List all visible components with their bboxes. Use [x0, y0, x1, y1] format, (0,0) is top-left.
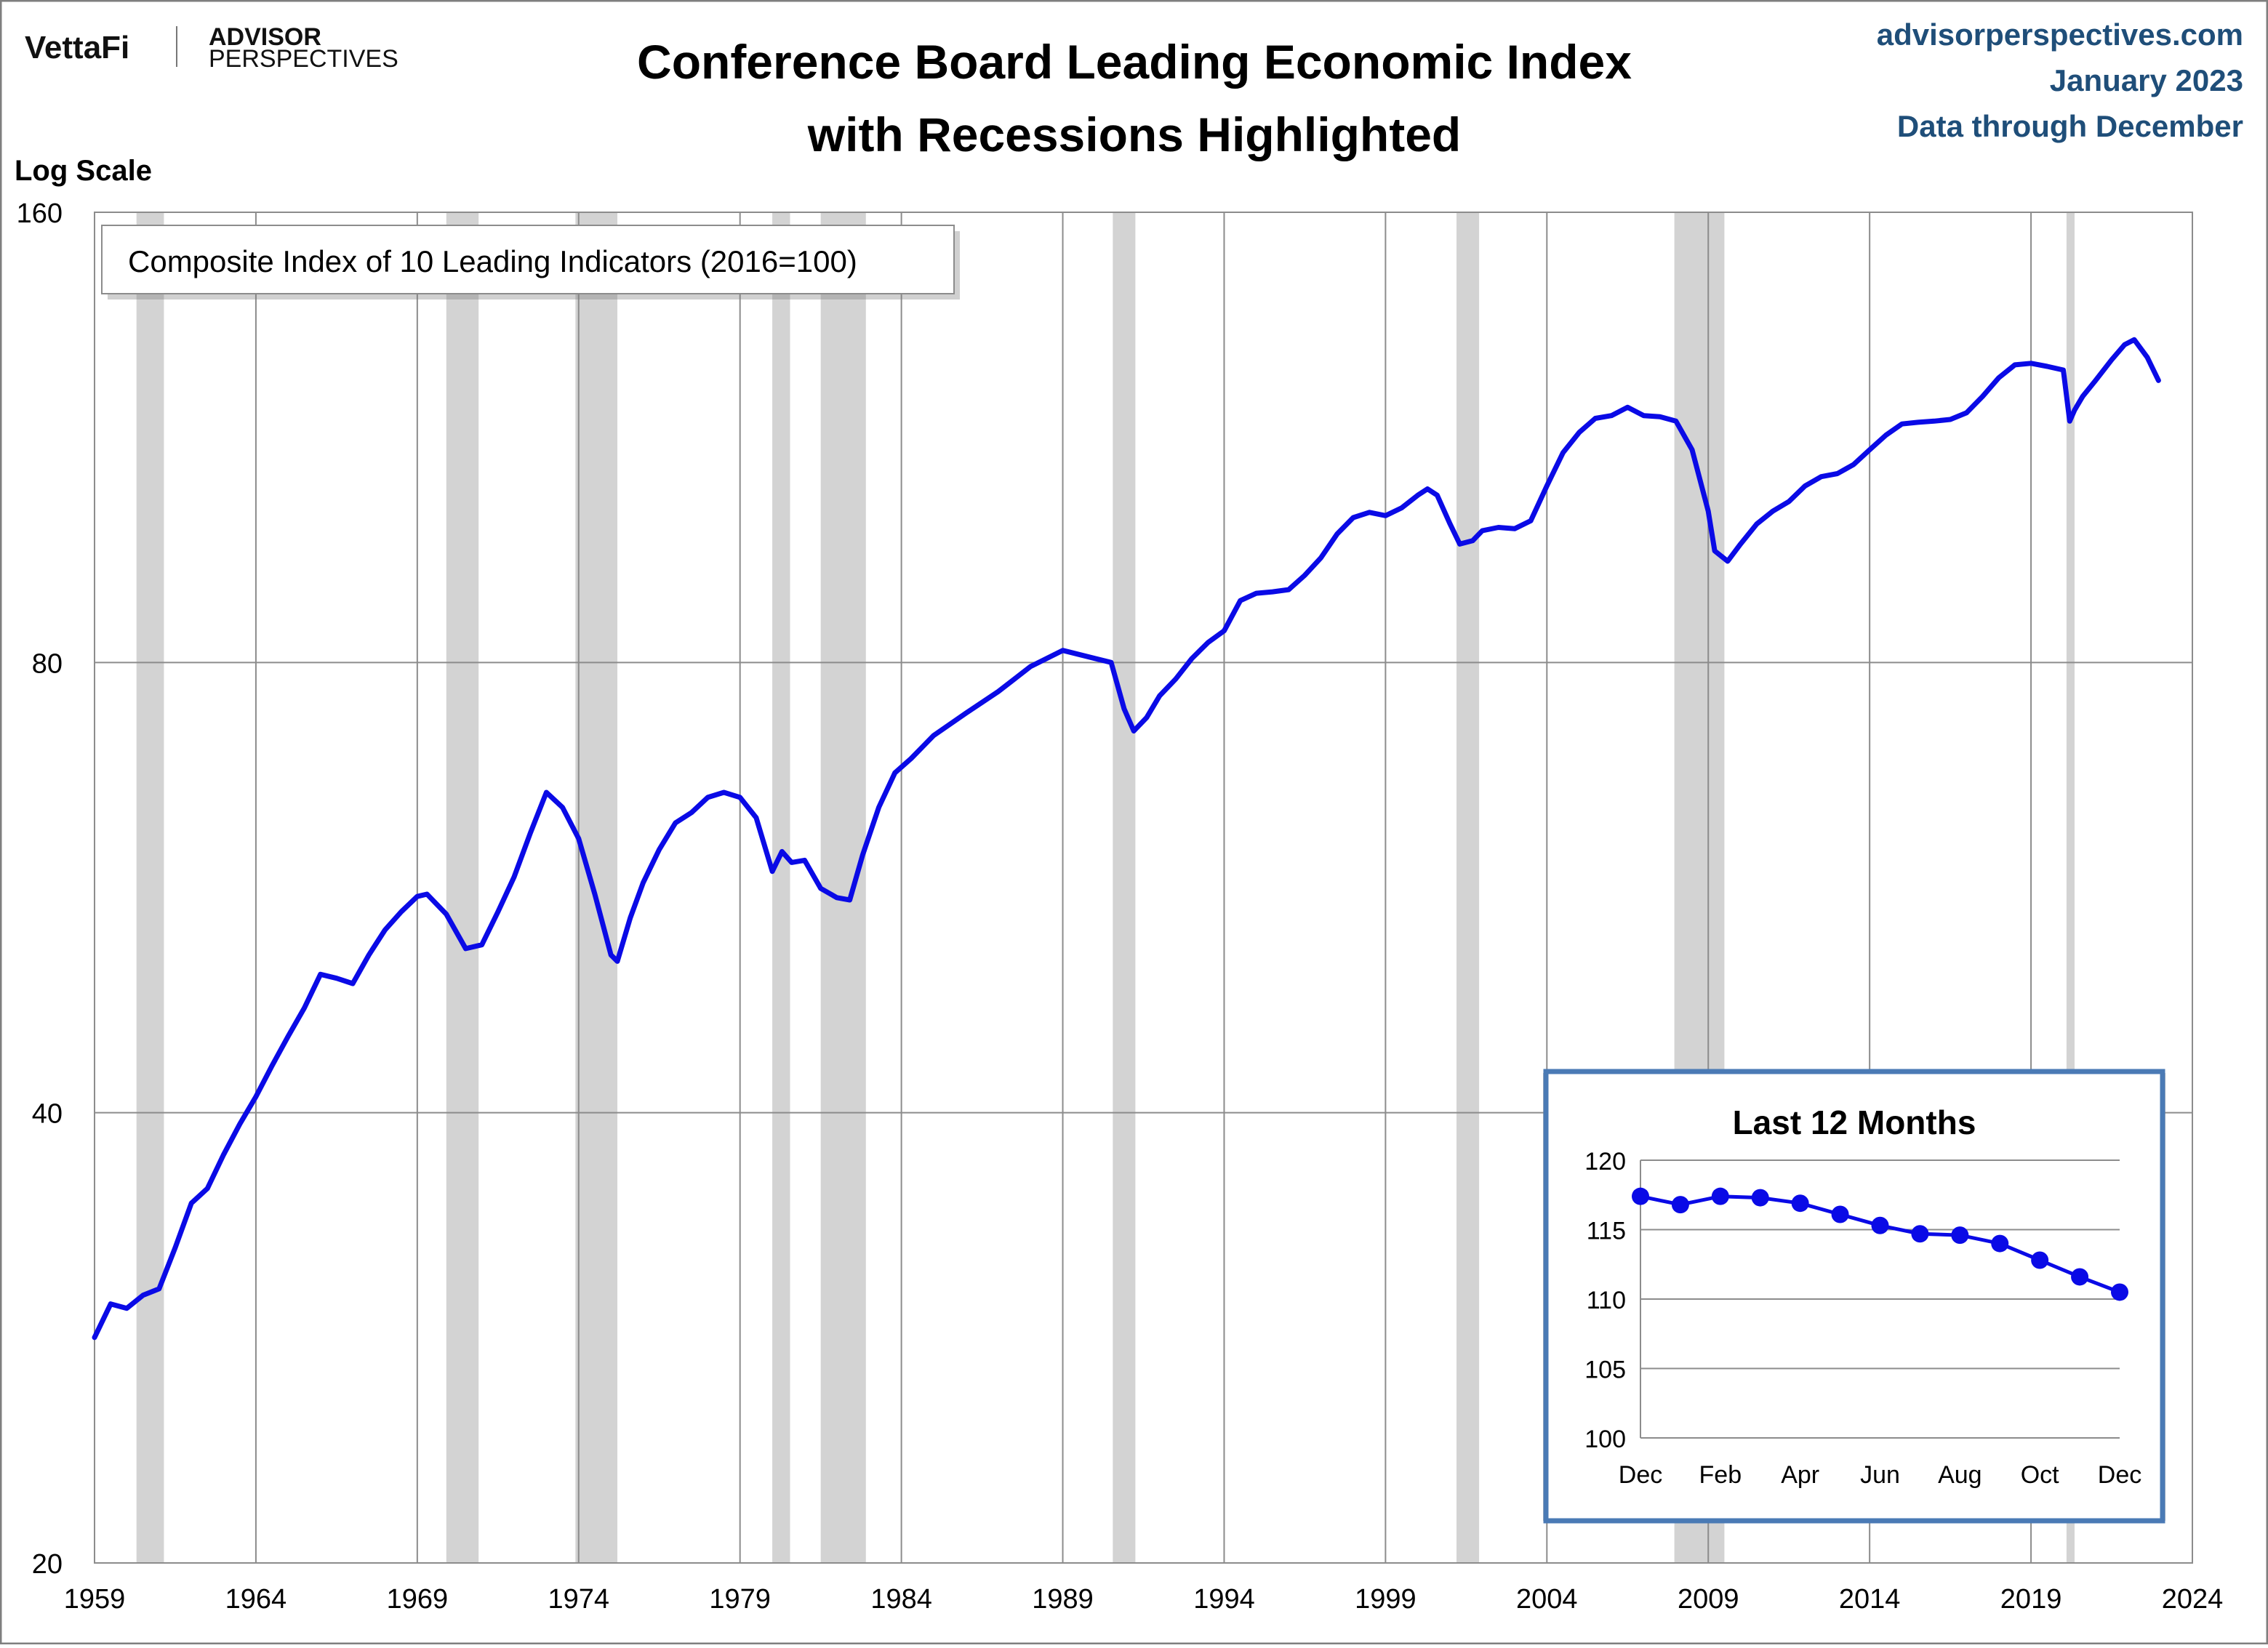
y-tick-labels: 20 40 80 160: [17, 198, 63, 1580]
x-tick-label: 1984: [870, 1584, 932, 1615]
series-line-group: [92, 337, 2161, 1340]
data-through-note: Data through December: [1897, 109, 2243, 143]
x-tick-label: 2024: [2162, 1584, 2224, 1615]
inset-data-point: [1711, 1187, 1729, 1205]
perspectives-logo-text: PERSPECTIVES: [209, 45, 398, 73]
x-tick-label: 2019: [2000, 1584, 2062, 1615]
lei-series-line: [92, 337, 2161, 1340]
x-tick-label: 1994: [1193, 1584, 1255, 1615]
inset-x-tick-label: Oct: [2021, 1461, 2059, 1489]
advisor-logo-text: ADVISOR: [209, 23, 321, 51]
x-tick-label: 1979: [709, 1584, 771, 1615]
x-tick-label: 2009: [1678, 1584, 1739, 1615]
y-axis-title: Log Scale: [15, 155, 152, 187]
publish-date: January 2023: [2050, 63, 2243, 97]
inset-y-tick-label: 105: [1584, 1356, 1626, 1384]
recession-band: [2066, 212, 2075, 1563]
x-tick-label: 1999: [1355, 1584, 1417, 1615]
y-tick-label: 80: [32, 648, 63, 679]
legend: Composite Index of 10 Leading Indicators…: [101, 225, 960, 300]
recession-band: [1456, 212, 1480, 1563]
legend-label: Composite Index of 10 Leading Indicators…: [128, 244, 857, 278]
x-tick-label: 1959: [64, 1584, 126, 1615]
x-tick-label: 1969: [387, 1584, 449, 1615]
inset-data-point: [1751, 1189, 1769, 1207]
inset-gridlines: [1640, 1159, 2120, 1439]
y-tick-label: 160: [17, 198, 63, 229]
plot-area-border: [94, 212, 2193, 1564]
inset-y-tick-label: 110: [1587, 1287, 1626, 1314]
y-tick-label: 40: [32, 1099, 63, 1130]
legend-box: [101, 225, 955, 294]
inset-data-point: [1791, 1194, 1809, 1213]
chart-title-line2: with Recessions Highlighted: [807, 108, 1461, 161]
x-tick-label: 2004: [1516, 1584, 1578, 1615]
x-tick-label: 2014: [1839, 1584, 1901, 1615]
inset-data-point: [1911, 1225, 1929, 1243]
recession-band: [136, 212, 164, 1563]
inset-data-point: [1671, 1196, 1689, 1214]
inset-data-point: [1951, 1226, 1969, 1245]
inset-data-point: [1632, 1187, 1649, 1205]
inset-data-point: [2111, 1283, 2128, 1301]
recession-band: [575, 212, 618, 1563]
inset-data-point: [1871, 1216, 1889, 1234]
inset-x-tick-label: Feb: [1699, 1461, 1742, 1489]
recession-band: [772, 212, 790, 1563]
vettafi-logo: VettaFi: [25, 30, 129, 65]
inset-title: Last 12 Months: [1733, 1104, 1976, 1141]
y-tick-label: 20: [32, 1549, 63, 1580]
recession-band: [1113, 212, 1136, 1563]
inset-series-group: [1632, 1187, 2128, 1301]
recession-band: [820, 212, 866, 1563]
inset-data-point: [2031, 1251, 2049, 1269]
recession-bands: [136, 212, 2075, 1563]
site-name: advisorperspectives.com: [1877, 17, 2243, 52]
inset-x-tick-labels: Dec Feb Apr Jun Aug Oct Dec: [1619, 1461, 2141, 1489]
inset-data-point: [2071, 1268, 2089, 1286]
inset-x-tick-label: Dec: [2098, 1461, 2141, 1489]
inset-box: [1543, 1069, 2165, 1524]
inset-y-tick-label: 100: [1584, 1426, 1626, 1453]
brand-logo: VettaFi ADVISOR PERSPECTIVES: [25, 23, 398, 73]
x-tick-labels: 1959 1964 1969 1974 1979 1984 1989 1994 1999 2004…: [64, 1584, 2224, 1615]
inset-x-tick-label: Aug: [1938, 1461, 1982, 1489]
inset-x-tick-label: Jun: [1860, 1461, 1900, 1489]
inset-data-point: [1831, 1205, 1849, 1223]
recession-band: [446, 212, 479, 1563]
inset-x-tick-label: Dec: [1619, 1461, 1662, 1489]
chart-title-line1: Conference Board Leading Economic Index: [637, 35, 1632, 89]
inset-y-tick-labels: 100 105 110 115 120: [1584, 1148, 1626, 1453]
inset-data-point: [1991, 1234, 2009, 1253]
inset-y-tick-label: 120: [1584, 1148, 1626, 1175]
x-tick-label: 1974: [548, 1584, 609, 1615]
x-tick-label: 1989: [1032, 1584, 1094, 1615]
inset-y-tick-label: 115: [1587, 1218, 1626, 1245]
x-tick-label: 1964: [225, 1584, 287, 1615]
inset-x-tick-label: Apr: [1781, 1461, 1819, 1489]
inset-chart: Last 12 Months 100 105 110 115 120 Dec Feb Apr…: [1543, 1069, 2165, 1524]
